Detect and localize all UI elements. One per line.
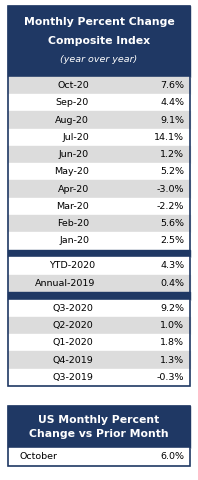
Text: Jul-20: Jul-20: [62, 133, 89, 142]
Text: 9.1%: 9.1%: [160, 116, 184, 124]
Text: Monthly Percent Change: Monthly Percent Change: [24, 17, 174, 27]
Text: YTD-2020: YTD-2020: [49, 262, 95, 270]
Text: Q1-2020: Q1-2020: [52, 338, 93, 347]
Text: 5.6%: 5.6%: [160, 219, 184, 228]
Text: 1.0%: 1.0%: [160, 321, 184, 330]
Text: Q4-2019: Q4-2019: [52, 356, 93, 364]
Text: Aug-20: Aug-20: [55, 116, 89, 124]
Text: 5.2%: 5.2%: [160, 168, 184, 176]
Text: -2.2%: -2.2%: [157, 202, 184, 211]
Text: 0.4%: 0.4%: [160, 279, 184, 288]
Text: Annual-2019: Annual-2019: [35, 279, 95, 288]
Text: Mar-20: Mar-20: [56, 202, 89, 211]
Text: Sep-20: Sep-20: [56, 98, 89, 107]
Text: 4.3%: 4.3%: [160, 262, 184, 270]
Text: 7.6%: 7.6%: [160, 81, 184, 90]
Text: Change vs Prior Month: Change vs Prior Month: [29, 430, 169, 439]
Text: Q2-2020: Q2-2020: [52, 321, 93, 330]
Text: 2.5%: 2.5%: [160, 237, 184, 245]
Text: Feb-20: Feb-20: [57, 219, 89, 228]
Text: 14.1%: 14.1%: [154, 133, 184, 142]
Text: Oct-20: Oct-20: [57, 81, 89, 90]
Text: 1.2%: 1.2%: [160, 150, 184, 159]
Text: 4.4%: 4.4%: [160, 98, 184, 107]
Text: Composite Index: Composite Index: [48, 36, 150, 46]
Text: 6.0%: 6.0%: [160, 453, 184, 461]
Text: 9.2%: 9.2%: [160, 304, 184, 312]
Text: Jan-20: Jan-20: [59, 237, 89, 245]
Text: May-20: May-20: [54, 168, 89, 176]
Text: October: October: [20, 453, 58, 461]
Text: (year over year): (year over year): [60, 55, 138, 64]
Text: Q3-2020: Q3-2020: [52, 304, 93, 312]
Text: Q3-2019: Q3-2019: [52, 373, 93, 382]
Text: 1.3%: 1.3%: [160, 356, 184, 364]
Text: US Monthly Percent: US Monthly Percent: [38, 415, 160, 425]
Text: -0.3%: -0.3%: [157, 373, 184, 382]
Text: Jun-20: Jun-20: [59, 150, 89, 159]
Text: -3.0%: -3.0%: [157, 185, 184, 193]
Text: Apr-20: Apr-20: [58, 185, 89, 193]
Text: 1.8%: 1.8%: [160, 338, 184, 347]
